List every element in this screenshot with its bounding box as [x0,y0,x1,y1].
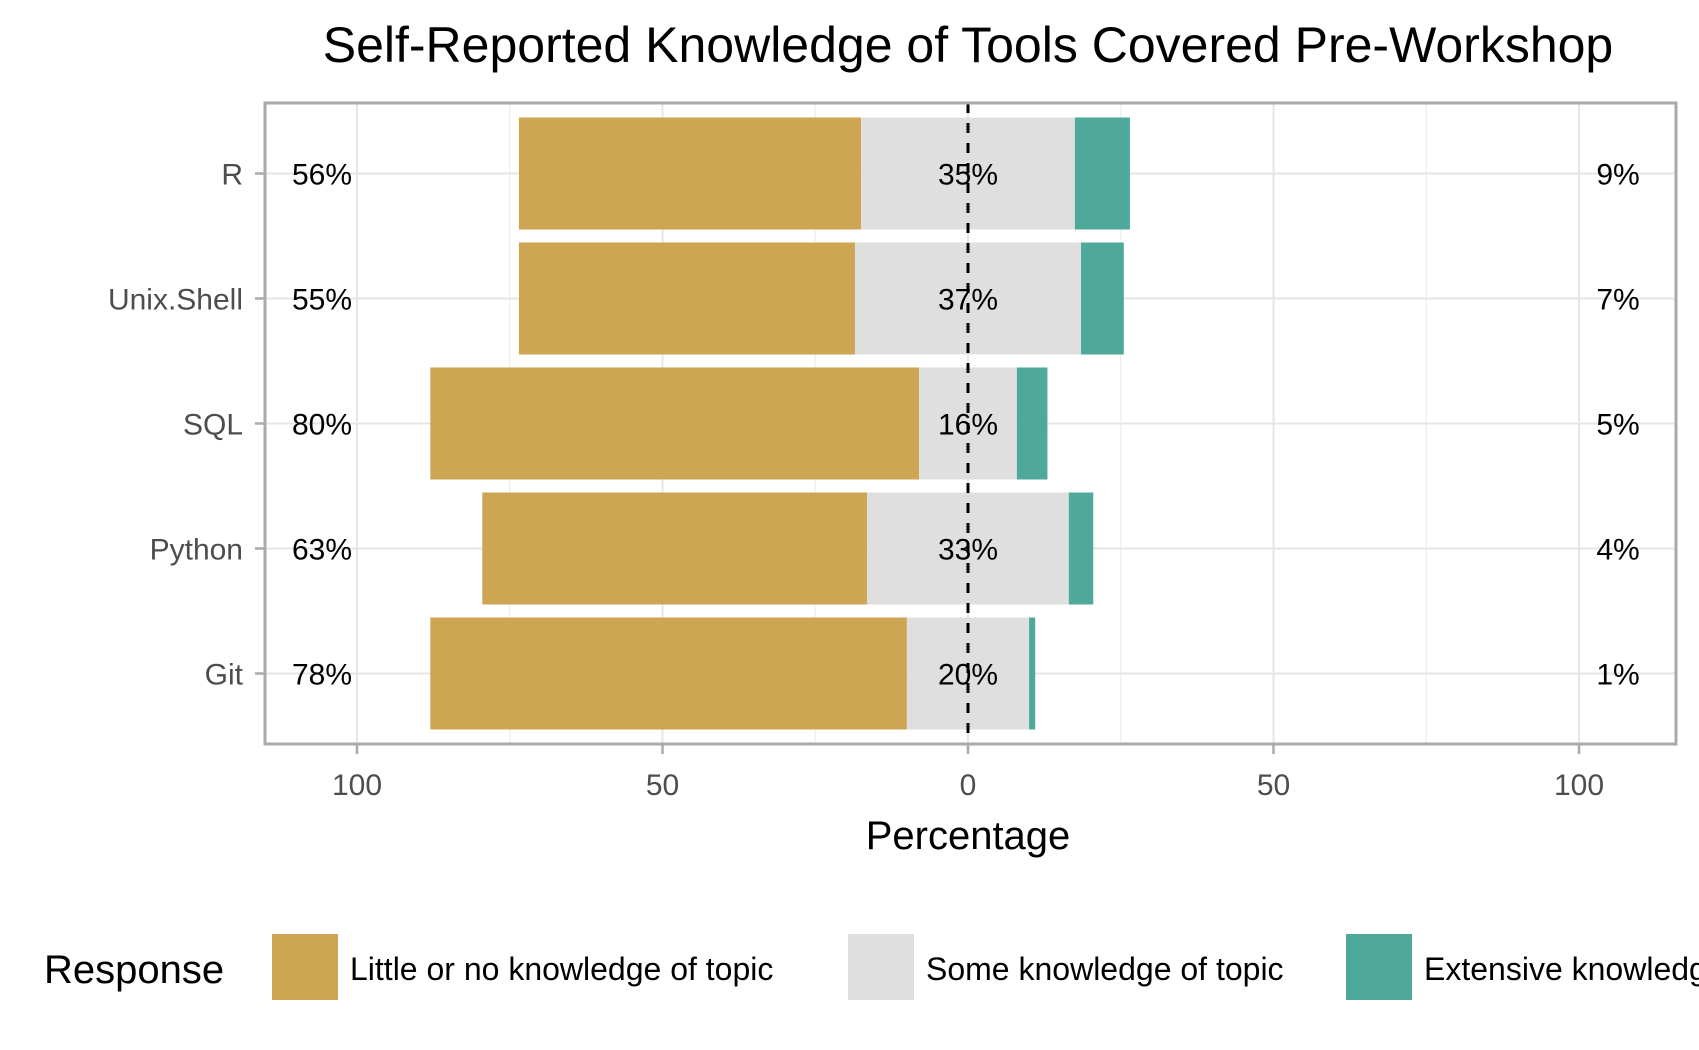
legend: Response Little or no knowledge of topic… [44,934,1699,1000]
bar-extensive-knowledge [1074,117,1130,230]
left-percentage-label: 56% [292,159,352,192]
x-tick-label: 100 [1554,769,1604,802]
bar-some-knowledge [854,242,1082,355]
center-percentage-label: 33% [938,534,998,567]
bar-little-knowledge [482,492,868,605]
bars [430,117,1130,730]
right-percentage-label: 4% [1596,534,1639,567]
legend-swatch [848,934,914,1000]
bar-extensive-knowledge [1068,492,1094,605]
center-percentage-label: 35% [938,159,998,192]
y-tick-label: Unix.Shell [108,284,243,317]
bar-little-knowledge [518,242,855,355]
y-tick-label: SQL [183,409,243,442]
legend-title: Response [44,948,224,992]
x-tick-label: 0 [960,769,977,802]
x-axis-ticks: 100 50 0 50 100 [332,744,1604,802]
bar-extensive-knowledge [1016,367,1048,480]
bar-extensive-knowledge [1029,617,1036,730]
right-percentage-label: 7% [1596,284,1639,317]
left-percentage-label: 78% [292,659,352,692]
y-tick-label: R [221,159,243,192]
bar-little-knowledge [430,617,907,730]
center-percentage-label: 20% [938,659,998,692]
bar-little-knowledge [430,367,920,480]
right-percentage-label: 5% [1596,409,1639,442]
x-tick-label: 100 [332,769,382,802]
y-tick-label: Python [150,534,243,567]
right-percentage-label: 9% [1596,159,1639,192]
left-percentage-label: 80% [292,409,352,442]
y-axis-ticks: R Unix.Shell SQL Python Git [108,159,265,692]
left-percentage-label: 63% [292,534,352,567]
x-tick-label: 50 [1257,769,1290,802]
x-tick-label: 50 [646,769,679,802]
left-percentage-label: 55% [292,284,352,317]
right-percentage-label: 1% [1596,659,1639,692]
legend-swatch [1346,934,1412,1000]
percentage-labels: 56% 35% 9% 55% 37% 7% 80% 16% 5% 63% 33% 4% 78% 20% 1% [292,159,1640,692]
legend-swatch [272,934,338,1000]
legend-label: Extensive knowledge of topic [1424,951,1699,987]
legend-label: Little or no knowledge of topic [350,951,773,987]
bar-little-knowledge [518,117,862,230]
center-percentage-label: 16% [938,409,998,442]
center-percentage-label: 37% [938,284,998,317]
chart-title: Self-Reported Knowledge of Tools Covered… [323,17,1614,73]
bar-extensive-knowledge [1081,242,1124,355]
y-tick-label: Git [205,659,244,692]
legend-label: Some knowledge of topic [926,951,1284,987]
x-axis-title: Percentage [866,814,1071,858]
